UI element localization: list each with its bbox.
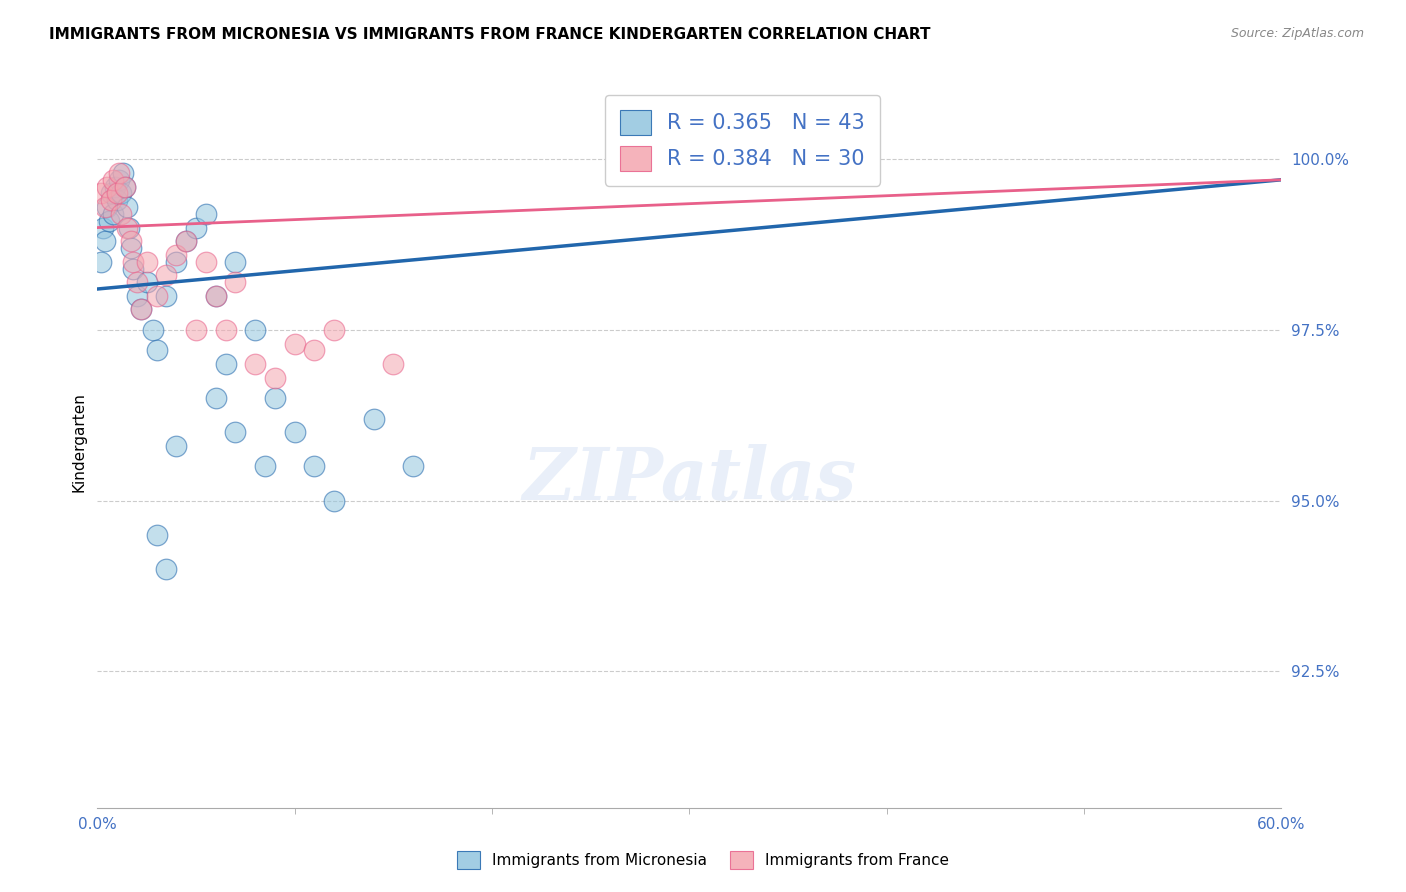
Point — [129, 302, 152, 317]
Point — [101, 207, 124, 221]
Point — [110, 207, 132, 221]
Point — [104, 179, 127, 194]
Point — [224, 425, 246, 440]
Point — [165, 248, 187, 262]
Point — [165, 439, 187, 453]
Point — [115, 220, 138, 235]
Point — [304, 343, 326, 358]
Legend: Immigrants from Micronesia, Immigrants from France: Immigrants from Micronesia, Immigrants f… — [451, 845, 955, 875]
Point — [214, 357, 236, 371]
Point — [204, 391, 226, 405]
Point — [125, 289, 148, 303]
Point — [284, 425, 307, 440]
Point — [194, 207, 217, 221]
Point — [125, 275, 148, 289]
Point — [145, 289, 167, 303]
Text: IMMIGRANTS FROM MICRONESIA VS IMMIGRANTS FROM FRANCE KINDERGARTEN CORRELATION CH: IMMIGRANTS FROM MICRONESIA VS IMMIGRANTS… — [49, 27, 931, 42]
Point — [204, 289, 226, 303]
Point — [155, 562, 177, 576]
Point — [101, 173, 124, 187]
Point — [100, 186, 122, 201]
Point — [204, 289, 226, 303]
Point — [120, 241, 142, 255]
Point — [363, 411, 385, 425]
Point — [184, 220, 207, 235]
Point — [402, 459, 425, 474]
Point — [174, 234, 197, 248]
Point — [323, 493, 346, 508]
Point — [382, 357, 405, 371]
Point — [91, 220, 114, 235]
Point — [96, 200, 118, 214]
Point — [304, 459, 326, 474]
Point — [145, 343, 167, 358]
Point — [135, 254, 157, 268]
Legend: R = 0.365   N = 43, R = 0.384   N = 30: R = 0.365 N = 43, R = 0.384 N = 30 — [605, 95, 880, 186]
Point — [111, 166, 134, 180]
Text: ZIPatlas: ZIPatlas — [522, 443, 856, 515]
Point — [100, 194, 122, 208]
Text: Source: ZipAtlas.com: Source: ZipAtlas.com — [1230, 27, 1364, 40]
Point — [115, 200, 138, 214]
Point — [194, 254, 217, 268]
Point — [243, 323, 266, 337]
Point — [224, 275, 246, 289]
Point — [135, 275, 157, 289]
Point — [224, 254, 246, 268]
Point — [243, 357, 266, 371]
Point — [90, 186, 112, 201]
Point — [121, 254, 143, 268]
Point — [94, 200, 117, 214]
Point — [155, 268, 177, 283]
Point — [254, 459, 277, 474]
Point — [145, 527, 167, 541]
Point — [264, 391, 287, 405]
Point — [120, 234, 142, 248]
Point — [98, 213, 121, 227]
Point — [108, 173, 131, 187]
Point — [165, 254, 187, 268]
Point — [264, 370, 287, 384]
Point — [155, 289, 177, 303]
Point — [142, 323, 165, 337]
Point — [110, 186, 132, 201]
Point — [174, 234, 197, 248]
Y-axis label: Kindergarten: Kindergarten — [72, 392, 86, 492]
Point — [105, 194, 128, 208]
Point — [105, 186, 128, 201]
Point — [96, 179, 118, 194]
Point — [129, 302, 152, 317]
Point — [108, 166, 131, 180]
Point — [118, 220, 141, 235]
Point — [114, 179, 136, 194]
Point — [94, 234, 117, 248]
Point — [184, 323, 207, 337]
Point — [114, 179, 136, 194]
Point — [121, 261, 143, 276]
Point — [90, 254, 112, 268]
Point — [284, 336, 307, 351]
Point — [323, 323, 346, 337]
Point — [214, 323, 236, 337]
